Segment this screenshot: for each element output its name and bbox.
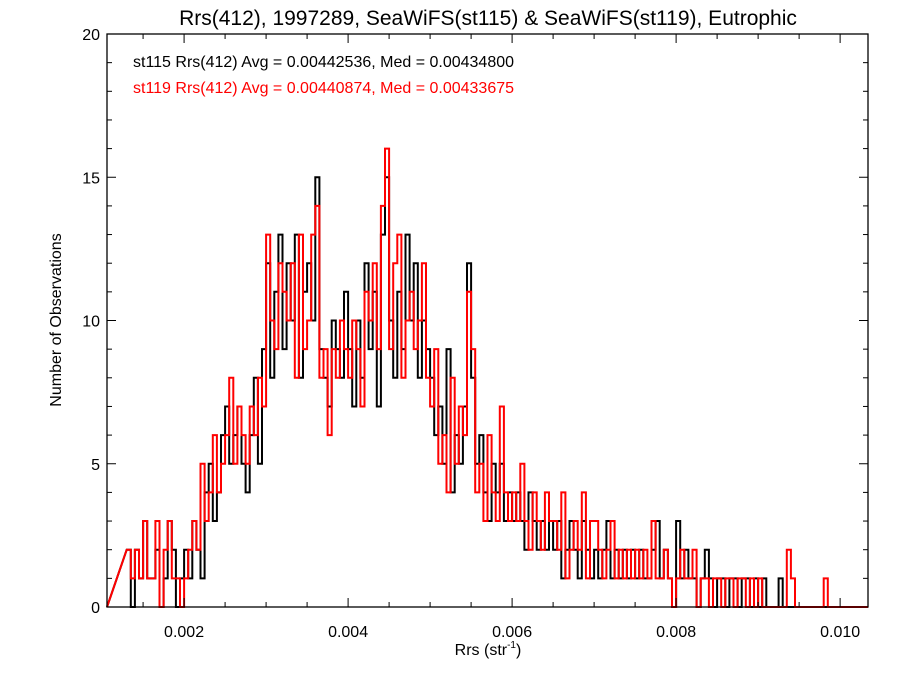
- histogram-series-st115: [106, 176, 868, 608]
- x-tick-label: 0.010: [820, 624, 860, 641]
- chart-title: Rrs(412), 1997289, SeaWiFS(st115) & SeaW…: [179, 7, 797, 30]
- y-tick-label: 0: [91, 600, 100, 617]
- histogram-series-st119: [106, 147, 868, 608]
- x-tick-label: 0.006: [492, 624, 532, 641]
- x-tick-label: 0.004: [328, 624, 368, 641]
- y-tick-label: 5: [91, 457, 100, 474]
- x-axis-label: Rrs (str-1): [455, 640, 522, 659]
- x-axis-label-sup: -1: [507, 640, 516, 651]
- x-tick-label: 0.008: [656, 624, 696, 641]
- y-axis-label: Number of Observations: [48, 233, 65, 406]
- y-tick-label: 15: [82, 170, 100, 187]
- legend-st119: st119 Rrs(412) Avg = 0.00440874, Med = 0…: [133, 80, 514, 97]
- x-axis-label-close: ): [516, 642, 521, 659]
- y-tick-label: 20: [82, 27, 100, 44]
- x-tick-label: 0.002: [164, 624, 204, 641]
- legend-st115: st115 Rrs(412) Avg = 0.00442536, Med = 0…: [133, 54, 514, 71]
- y-tick-label: 10: [82, 314, 100, 331]
- x-axis-label-main: Rrs (str: [455, 642, 508, 659]
